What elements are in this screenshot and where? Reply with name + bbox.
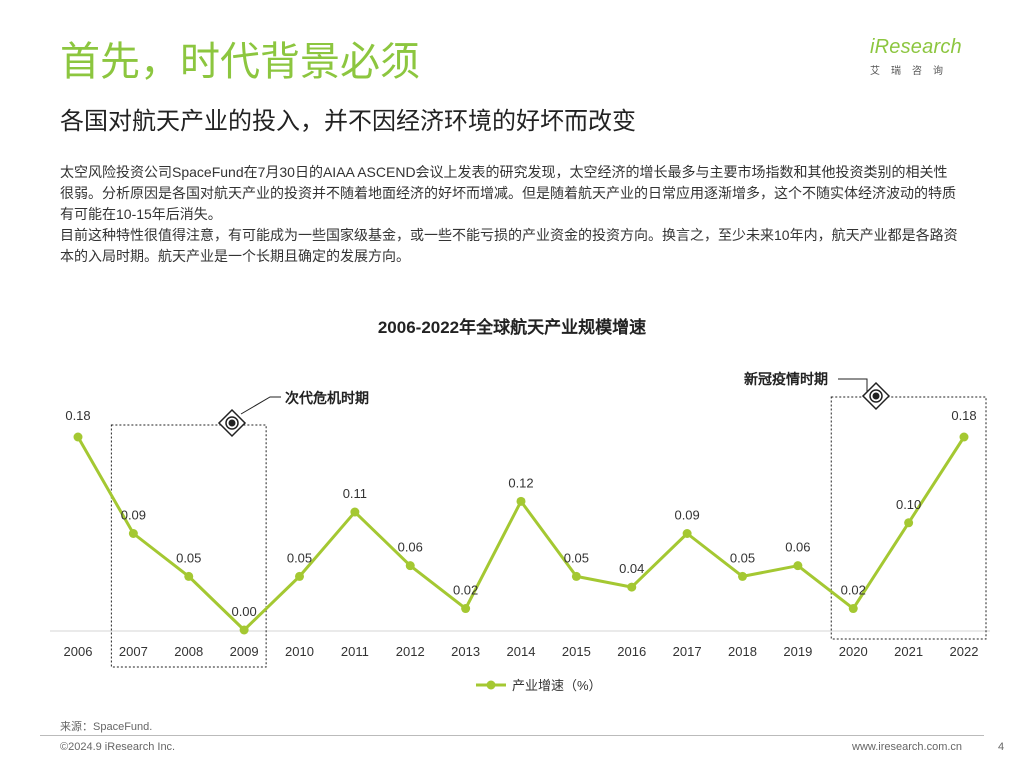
data-label: 0.06 (785, 540, 810, 555)
x-tick-label: 2022 (950, 644, 979, 659)
x-tick-label: 2012 (396, 644, 425, 659)
data-label: 0.12 (508, 475, 533, 490)
data-label: 0.05 (564, 550, 589, 565)
data-point (793, 561, 803, 571)
annotation-box (110, 424, 267, 668)
x-tick-label: 2009 (230, 644, 259, 659)
page-title: 首先，时代背景必须 (60, 40, 420, 84)
x-tick-label: 2016 (617, 644, 646, 659)
data-label: 0.09 (121, 508, 146, 523)
callout-line (240, 396, 281, 415)
data-point (73, 432, 83, 442)
x-tick-label: 2017 (673, 644, 702, 659)
body-paragraph: 太空风险投资公司SpaceFund在7月30日的AIAA ASCEND会议上发表… (60, 164, 956, 222)
x-tick-label: 2008 (174, 644, 203, 659)
data-point (295, 571, 304, 581)
body-text: 太空风险投资公司SpaceFund在7月30日的AIAA ASCEND会议上发表… (60, 162, 960, 267)
data-point (239, 625, 249, 635)
data-label: 0.05 (287, 550, 312, 565)
x-tick-label: 2006 (64, 644, 93, 659)
data-point (627, 582, 637, 592)
iresearch-logo: iResearch 艾瑞咨询 (870, 36, 1000, 96)
data-label: 0.18 (65, 408, 90, 423)
marker-dot-icon (228, 419, 236, 427)
data-point (959, 432, 969, 442)
data-point (405, 561, 415, 571)
x-tick-label: 2010 (285, 644, 314, 659)
data-label: 0.18 (951, 408, 976, 423)
legend-label: 产业增速（%） (512, 678, 602, 693)
data-label: 0.05 (176, 550, 201, 565)
x-tick-label: 2011 (341, 644, 369, 659)
copyright-text: ©2024.9 iResearch Inc. (60, 741, 176, 753)
data-label: 0.10 (896, 497, 921, 512)
x-tick-label: 2015 (562, 644, 591, 659)
data-point (571, 571, 581, 581)
page-subtitle: 各国对航天产业的投入，并不因经济环境的好坏而改变 (60, 108, 636, 135)
data-label: 0.02 (453, 583, 478, 598)
annotation-label: 新冠疫情时期 (744, 371, 828, 387)
x-tick-label: 2013 (451, 644, 480, 659)
x-tick-label: 2007 (119, 644, 148, 659)
callout-line (838, 378, 868, 392)
footer-divider (40, 735, 984, 736)
x-tick-label: 2020 (839, 644, 868, 659)
data-label: 0.04 (619, 561, 644, 576)
data-label: 0.05 (730, 550, 755, 565)
page-number: 4 (998, 741, 1005, 753)
logo-subtext: 艾瑞咨询 (870, 66, 954, 77)
data-point (516, 496, 526, 506)
x-tick-label: 2019 (783, 644, 812, 659)
data-point (128, 529, 138, 538)
data-point (682, 529, 692, 538)
data-label: 0.06 (398, 540, 423, 555)
chart-title: 2006-2022年全球航天产业规模增速 (378, 317, 646, 337)
data-point (461, 604, 471, 614)
data-point (184, 571, 194, 581)
annotation-label: 次代危机时期 (285, 390, 369, 406)
data-label: 0.00 (231, 604, 256, 619)
data-label: 0.02 (841, 583, 866, 598)
data-point (738, 571, 747, 581)
data-label: 0.09 (674, 508, 699, 523)
data-label: 0.11 (343, 486, 367, 501)
data-point (848, 604, 858, 614)
x-tick-label: 2014 (507, 644, 536, 659)
marker-dot-icon (872, 392, 880, 400)
x-tick-label: 2021 (894, 644, 923, 659)
data-point (350, 507, 360, 517)
website-link[interactable]: www.iresearch.com.cn (852, 741, 963, 753)
legend-marker (486, 680, 496, 690)
annotation-box (830, 396, 987, 640)
body-paragraph: 目前这种特性很值得注意，有可能成为一些国家级基金，或一些不能亏损的产业资金的投资… (60, 227, 958, 264)
x-tick-label: 2018 (728, 644, 757, 659)
source-note: 来源：SpaceFund. (60, 721, 153, 733)
logo-text: iResearch (870, 36, 962, 58)
data-point (904, 518, 914, 528)
